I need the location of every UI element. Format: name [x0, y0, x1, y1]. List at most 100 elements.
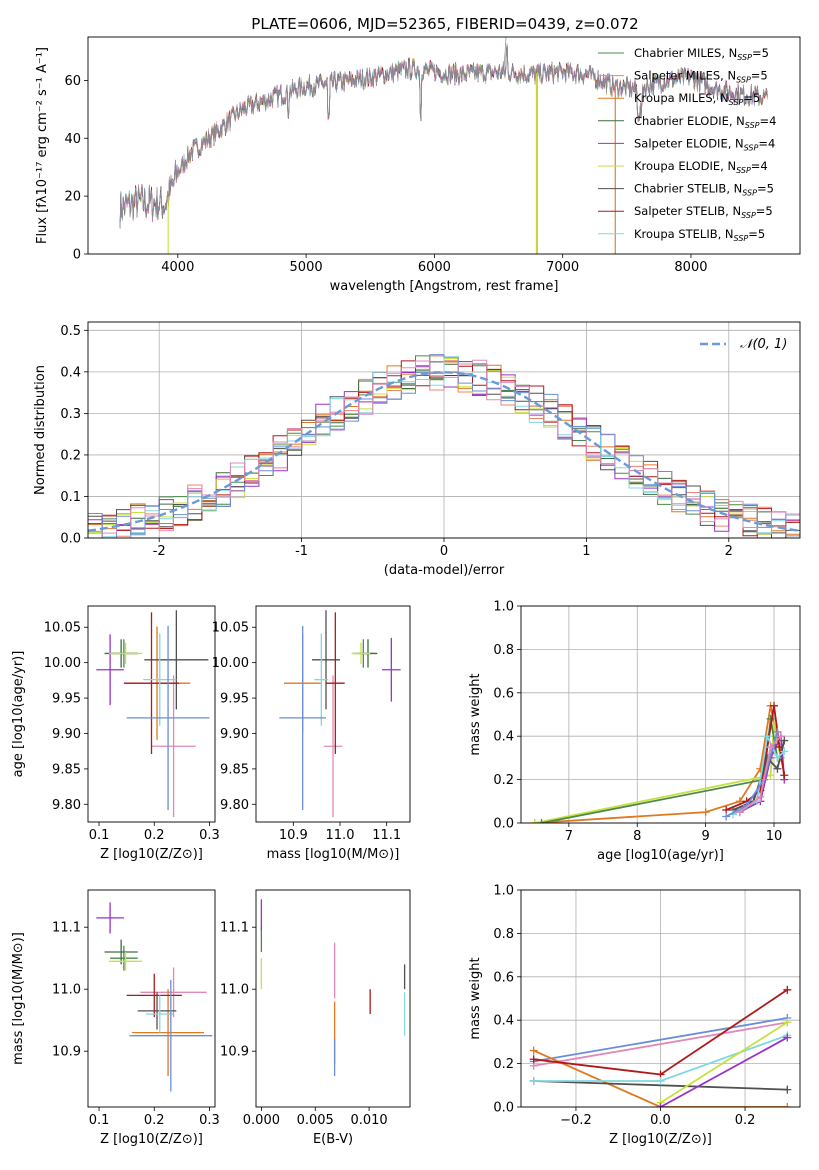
mass_vs_EBV-axes: 0.000 0.005 0.010 10.9 11.0 11.1 E(B-V)	[220, 889, 411, 1147]
spectrum-data-line	[119, 45, 768, 226]
y-tick-label: 0.3	[60, 407, 81, 422]
x-tick-label: 9	[701, 829, 709, 844]
y-tick-label: 0.4	[60, 365, 81, 380]
spectrum-y-label: Flux [fλ10⁻¹⁷ erg cm⁻² s⁻¹ A⁻¹]	[35, 47, 50, 244]
mass-weight-marker	[766, 771, 775, 780]
y-tick-label: 0.4	[493, 1014, 514, 1029]
y-tick-label: 9.80	[52, 798, 81, 813]
y-tick-label: 9.95	[52, 692, 81, 707]
y-tick-label: 0.1	[60, 490, 81, 505]
y-tick-label: 0.5	[60, 324, 81, 339]
mass-weight-marker	[701, 808, 710, 817]
age_vs_Z-axes: 0.1 0.2 0.3 9.80 9.85 9.90 9.95 10.00 10.05 Z [lo…	[11, 605, 220, 862]
mass-weight-series	[533, 1021, 788, 1067]
legend-entry: Salpeter STELIB, NSSP=5	[634, 204, 773, 220]
y-tick-label: 1.0	[493, 884, 514, 899]
x-tick-label: 0	[440, 544, 448, 559]
y-tick-label: 9.85	[220, 762, 249, 777]
mass_vs_EBV-frame	[255, 889, 411, 1108]
y-tick-label: 1.0	[493, 600, 514, 615]
mass_vs_Z-frame	[87, 889, 216, 1108]
mass-weight-marker	[776, 732, 785, 741]
legend-entry: Salpeter ELODIE, NSSP=4	[634, 136, 775, 152]
histogram-x-label: (data-model)/error	[384, 563, 505, 578]
y-tick-label: 11.1	[220, 921, 249, 936]
mass-weight-marker	[529, 1046, 538, 1055]
mass-weight-series	[739, 735, 782, 813]
age_vs_Z-y-label: age [log10(age/yr)]	[11, 651, 26, 778]
residual_hist-frame	[87, 321, 801, 539]
mass_weight_vs_Z-plot-area	[529, 985, 792, 1107]
legend-entry: Chabrier ELODIE, NSSP=4	[634, 114, 776, 130]
y-tick-label: 10.00	[44, 656, 81, 671]
mass_weight_vs_Z-x-label: Z [log10(Z/Z⊙)]	[609, 1132, 712, 1147]
x-tick-label: 10.9	[279, 828, 308, 843]
mass-weight-marker	[722, 812, 731, 821]
histogram-y-label: Normed distribution	[33, 365, 48, 495]
age_vs_mass-x-label: mass [log10(M/M⊙)]	[267, 847, 400, 862]
mass-weight-marker	[735, 808, 744, 817]
mass_weight_vs_age-frame	[520, 605, 801, 824]
y-tick-label: 0.0	[493, 817, 514, 832]
mass_vs_Z-plot-area	[96, 902, 213, 1092]
mass_weight_vs_Z-axes: −0.2 0.0 0.2 0.0 0.2 0.4 0.6 0.8 1.0 Z [log10(Z/Z…	[468, 884, 801, 1147]
mass-weight-marker	[530, 819, 539, 823]
y-tick-label: 9.80	[220, 798, 249, 813]
mass_vs_Z-x-label: Z [log10(Z/Z⊙)]	[100, 1132, 203, 1147]
mass_vs_Z-axes: 0.1 0.2 0.3 10.9 11.0 11.1 Z [log10(Z/Z⊙)] mass…	[11, 889, 220, 1147]
histogram-steps	[88, 354, 800, 538]
y-tick-label: 0.8	[493, 643, 514, 658]
x-tick-label: 5000	[290, 260, 323, 275]
x-tick-label: 2	[725, 544, 733, 559]
age_vs_Z-plot-area	[96, 610, 210, 818]
y-tick-label: 0.2	[60, 448, 81, 463]
x-tick-label: 7000	[546, 260, 579, 275]
y-tick-label: 10.00	[212, 656, 249, 671]
y-tick-label: 0.4	[493, 730, 514, 745]
mass-weight-series	[533, 1017, 788, 1063]
spectrum-plot-area	[119, 37, 768, 254]
x-tick-label: 0.3	[199, 828, 220, 843]
mass_vs_EBV-plot-area	[260, 899, 406, 1076]
y-tick-label: 9.85	[52, 762, 81, 777]
mass-weight-marker	[773, 764, 782, 773]
x-tick-label: 0.2	[144, 828, 165, 843]
mass-weight-marker	[773, 727, 782, 736]
mass_weight_vs_age-x-label: age [log10(age/yr)]	[597, 848, 724, 863]
mass-weight-series	[660, 1036, 788, 1107]
x-tick-label: 0.000	[243, 1113, 280, 1128]
mass_weight_vs_Z-frame	[520, 889, 801, 1108]
mass-weight-marker	[780, 747, 789, 756]
mass-weight-marker	[783, 1103, 792, 1107]
mass_vs_EBV-x-label: E(B-V)	[313, 1132, 353, 1147]
x-tick-label: 11.0	[326, 828, 355, 843]
y-tick-label: 40	[64, 132, 81, 147]
y-tick-label: 0.2	[493, 773, 514, 788]
y-tick-label: 20	[64, 190, 81, 205]
legend-entry: Salpeter MILES, NSSP=5	[634, 69, 768, 85]
y-tick-label: 60	[64, 74, 81, 89]
legend-entry: Kroupa MILES, NSSP=5	[634, 91, 760, 107]
legend-entry: Chabrier STELIB, NSSP=5	[634, 182, 774, 198]
mass-weight-marker	[537, 819, 546, 823]
age_vs_mass-axes: 10.9 11.0 11.1 9.80 9.85 9.90 9.95 10.00 10.05 ma…	[212, 605, 411, 862]
residual_hist-plot-area	[88, 354, 800, 538]
mass-weight-marker	[773, 753, 782, 762]
mass-weight-marker	[766, 743, 775, 752]
mass_weight_vs_Z-y-label: mass weight	[468, 957, 483, 1039]
mass-weight-marker	[756, 792, 765, 801]
residual_hist-axes: -2 -1 0 1 2 0.0 0.1 0.2 0.3 0.4 0.5 (data-model)/er…	[33, 321, 801, 578]
y-tick-label: 11.1	[52, 921, 81, 936]
mass_weight_vs_age-plot-area	[530, 701, 789, 823]
y-tick-label: 0.0	[493, 1101, 514, 1116]
y-tick-label: 0.8	[493, 927, 514, 942]
y-tick-label: 10.05	[212, 621, 249, 636]
y-tick-label: 0.2	[493, 1057, 514, 1072]
mass-weight-marker	[780, 736, 789, 745]
x-tick-label: 0.0	[650, 1113, 671, 1128]
legend-entry: Kroupa STELIB, NSSP=5	[634, 227, 765, 243]
age_vs_mass-plot-area	[279, 610, 401, 818]
x-tick-label: 11.1	[372, 828, 401, 843]
spectrum-emission-spike	[503, 37, 507, 75]
x-tick-label: 6000	[418, 260, 451, 275]
